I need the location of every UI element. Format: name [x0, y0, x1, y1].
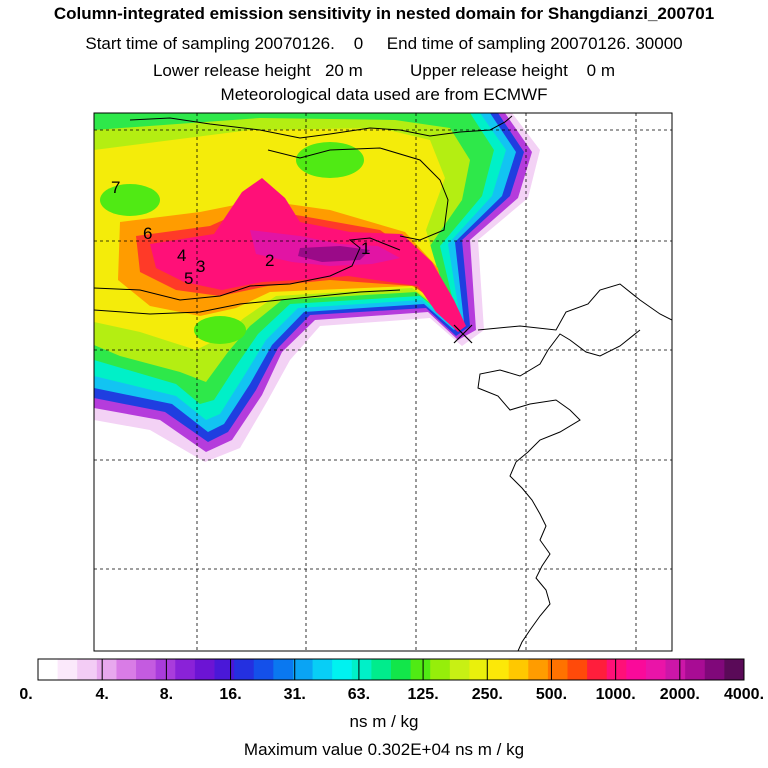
source-label-6: 6	[143, 224, 152, 243]
colorbar-swatch	[38, 659, 59, 680]
colorbar-swatch	[175, 659, 196, 680]
colorbar-swatch	[391, 659, 412, 680]
source-label-1: 1	[361, 239, 370, 258]
source-label-5: 5	[184, 269, 193, 288]
coast-middle	[94, 237, 401, 301]
chart-title: Column-integrated emission sensitivity i…	[53, 4, 715, 23]
sampling-times: Start time of sampling 20070126. 0 End t…	[85, 34, 683, 53]
colorbar-swatch	[57, 659, 78, 680]
colorbar-tick-label: 63.	[347, 686, 371, 703]
colorbar-swatch	[724, 659, 745, 680]
colorbar-swatch	[449, 659, 470, 680]
plume-core	[298, 246, 370, 262]
maximum-value: Maximum value 0.302E+04 ns m / kg	[243, 740, 525, 759]
colorbar-tick-label: 125.	[407, 686, 439, 703]
map-grid	[94, 113, 672, 651]
colorbar-swatch	[508, 659, 529, 680]
met-data-source: Meteorological data used are from ECMWF	[220, 85, 548, 104]
colorbar-swatch	[430, 659, 451, 680]
colorbar-tick-label: 500.	[535, 686, 568, 703]
colorbar-swatch	[234, 659, 255, 680]
colorbar-swatch	[547, 659, 568, 680]
colorbar-tick-label: 8.	[159, 686, 174, 703]
green-patch	[194, 316, 246, 344]
colorbar-swatch	[410, 659, 431, 680]
colorbar-swatch	[312, 659, 333, 680]
colorbar-tick-label: 2000.	[659, 686, 700, 703]
northern-border	[129, 115, 513, 139]
colorbar-border	[37, 658, 745, 681]
colorbar-swatch	[77, 659, 98, 680]
colorbar-swatch	[194, 659, 215, 680]
colorbar-swatch	[626, 659, 647, 680]
colorbar-swatch	[116, 659, 137, 680]
colorbar-tick-label: 0.	[19, 686, 33, 703]
colorbar-swatch	[351, 659, 372, 680]
colorbar-swatch	[273, 659, 294, 680]
colorbar-swatch	[214, 659, 235, 680]
source-label-3: 3	[196, 257, 205, 276]
colorbar-swatch	[645, 659, 667, 680]
receptor-x	[453, 324, 473, 344]
colorbar-swatch	[155, 659, 176, 680]
east-coast	[477, 283, 672, 651]
release-heights: Lower release height 20 m Upper release …	[152, 61, 616, 80]
colorbar-tick-label: 4.	[95, 686, 109, 703]
source-label-2: 2	[265, 251, 274, 270]
colorbar-swatch	[469, 659, 490, 680]
colorbar-swatch	[96, 659, 117, 680]
colorbar-swatch	[371, 659, 392, 680]
colorbar-swatch	[489, 659, 510, 680]
coastlines	[94, 115, 672, 651]
colorbar-swatch	[685, 659, 706, 680]
colorbar-swatch	[292, 659, 314, 680]
colorbar-swatch	[567, 659, 588, 680]
colorbar-swatch	[606, 659, 627, 680]
colorbar-tick-label: 16.	[219, 686, 242, 703]
green-patch	[100, 184, 160, 216]
map-frame	[93, 112, 673, 652]
colorbar-swatch	[253, 659, 274, 680]
sensitivity-field	[94, 113, 540, 462]
colorbar-units: ns m / kg	[349, 712, 419, 731]
colorbar-swatch	[528, 659, 549, 680]
colorbar-tick-label: 1000.	[595, 686, 636, 703]
colorbar-tick-label: 4000.	[723, 686, 765, 703]
colorbar-swatch	[665, 659, 686, 680]
colorbar-swatch	[704, 659, 725, 680]
source-label-4: 4	[177, 246, 186, 265]
colorbar-tick-label: 250.	[471, 686, 503, 703]
colorbar-swatch	[136, 659, 157, 680]
colorbar-swatch	[332, 659, 353, 680]
province-line	[94, 289, 401, 315]
colorbar-swatch	[587, 659, 608, 680]
green-patch	[296, 142, 364, 178]
colorbar-tick-label: 31.	[283, 686, 306, 703]
colorbar	[37, 658, 745, 681]
coast-upper	[267, 147, 449, 241]
source-label-7: 7	[111, 178, 120, 197]
